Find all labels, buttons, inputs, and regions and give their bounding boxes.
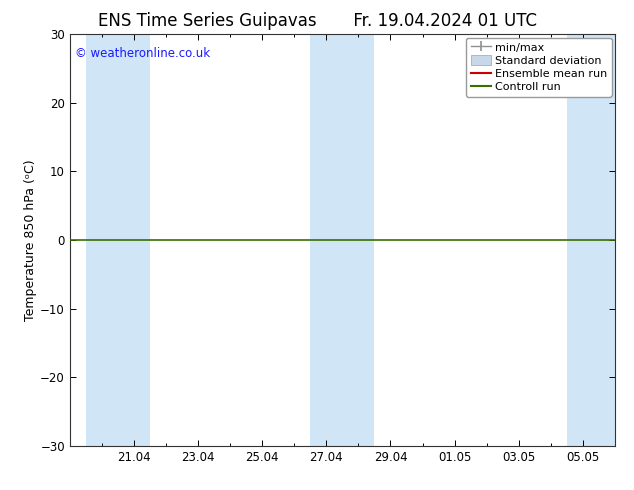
Bar <box>567 34 615 446</box>
Legend: min/max, Standard deviation, Ensemble mean run, Controll run: min/max, Standard deviation, Ensemble me… <box>466 38 612 97</box>
Bar <box>86 34 150 446</box>
Text: © weatheronline.co.uk: © weatheronline.co.uk <box>75 47 210 60</box>
Y-axis label: Temperature 850 hPa (ᵒC): Temperature 850 hPa (ᵒC) <box>24 159 37 321</box>
Bar <box>310 34 375 446</box>
Text: ENS Time Series Guipavas       Fr. 19.04.2024 01 UTC: ENS Time Series Guipavas Fr. 19.04.2024 … <box>98 12 536 30</box>
